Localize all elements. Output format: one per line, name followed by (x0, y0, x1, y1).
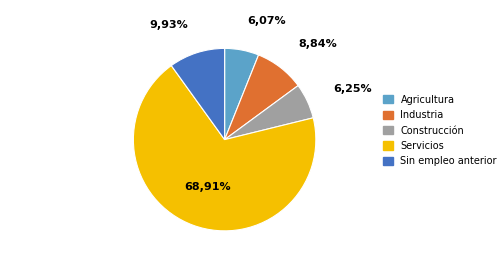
Wedge shape (133, 66, 316, 231)
Text: 6,07%: 6,07% (248, 16, 286, 26)
Wedge shape (225, 55, 298, 140)
Text: 6,25%: 6,25% (334, 84, 372, 94)
Wedge shape (225, 48, 258, 140)
Text: 68,91%: 68,91% (184, 182, 231, 192)
Legend: Agricultura, Industria, Construcción, Servicios, Sin empleo anterior: Agricultura, Industria, Construcción, Se… (380, 92, 499, 169)
Wedge shape (225, 86, 313, 140)
Text: 9,93%: 9,93% (149, 20, 188, 30)
Wedge shape (171, 48, 225, 140)
Text: 8,84%: 8,84% (298, 39, 337, 49)
